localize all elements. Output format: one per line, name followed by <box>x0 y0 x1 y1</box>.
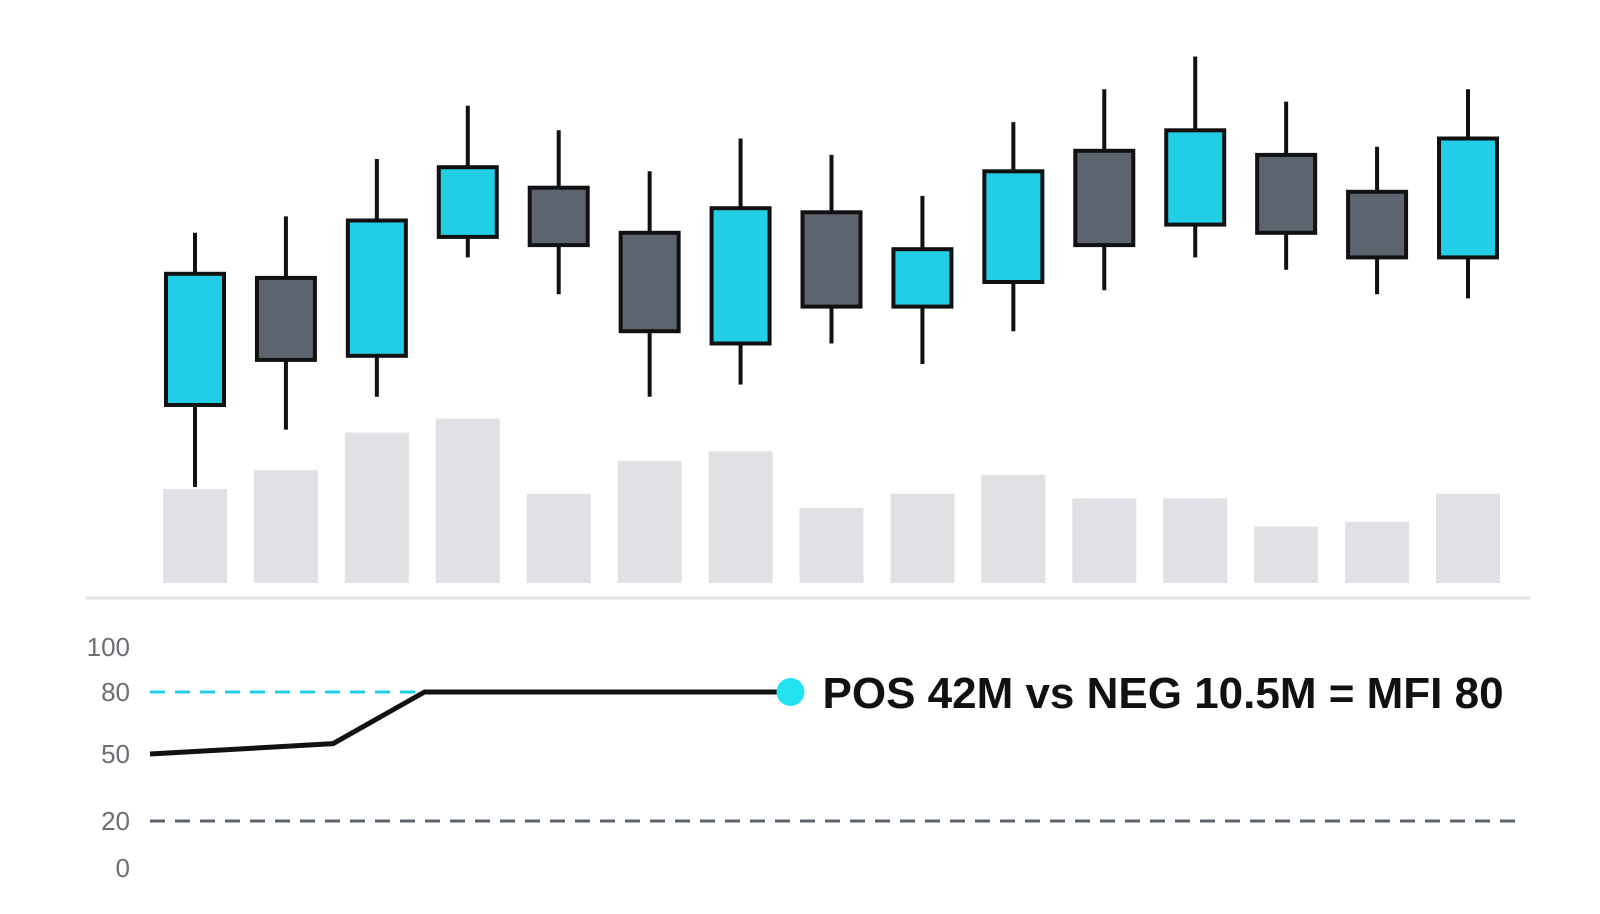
bullish-candle <box>345 218 408 358</box>
volume-bar <box>617 460 682 583</box>
y-tick-label: 50 <box>101 739 130 769</box>
volume-bar <box>344 432 409 583</box>
volume-bar <box>981 474 1046 583</box>
volume-bar <box>1436 493 1500 583</box>
volume-bar <box>435 418 500 583</box>
bearish-candle <box>618 230 681 334</box>
bullish-candle <box>436 165 499 239</box>
volume-bar <box>253 470 318 583</box>
mfi-annotation: POS 42M vs NEG 10.5M = MFI 80 <box>823 669 1504 718</box>
volume-bar <box>799 507 864 583</box>
bullish-candle <box>982 169 1045 284</box>
volume-bar <box>708 451 773 583</box>
volume-bar <box>163 489 227 583</box>
bullish-candle <box>891 247 954 309</box>
bullish-candle <box>1437 136 1499 260</box>
bearish-candle <box>1346 189 1409 260</box>
y-tick-label: 100 <box>87 632 130 662</box>
bearish-candle <box>1073 148 1136 248</box>
bearish-candle <box>254 275 317 362</box>
y-tick-label: 20 <box>101 806 130 836</box>
bearish-candle <box>1255 152 1318 235</box>
volume-bar <box>1163 498 1228 583</box>
bearish-candle <box>527 185 590 248</box>
volume-bar <box>1345 521 1410 583</box>
bearish-candle <box>800 210 863 309</box>
mfi-marker <box>776 678 805 706</box>
price-panel <box>86 56 1530 600</box>
bullish-candle <box>709 206 772 346</box>
volume-bar <box>890 493 955 583</box>
volume-bar <box>526 493 591 583</box>
volume-bar <box>1254 526 1319 583</box>
bullish-candle <box>164 271 226 407</box>
mfi-line <box>149 689 791 757</box>
y-tick-label: 0 <box>116 853 130 883</box>
volume-bar <box>1072 498 1137 583</box>
bullish-candle <box>1164 128 1227 227</box>
y-tick-label: 80 <box>101 677 130 707</box>
